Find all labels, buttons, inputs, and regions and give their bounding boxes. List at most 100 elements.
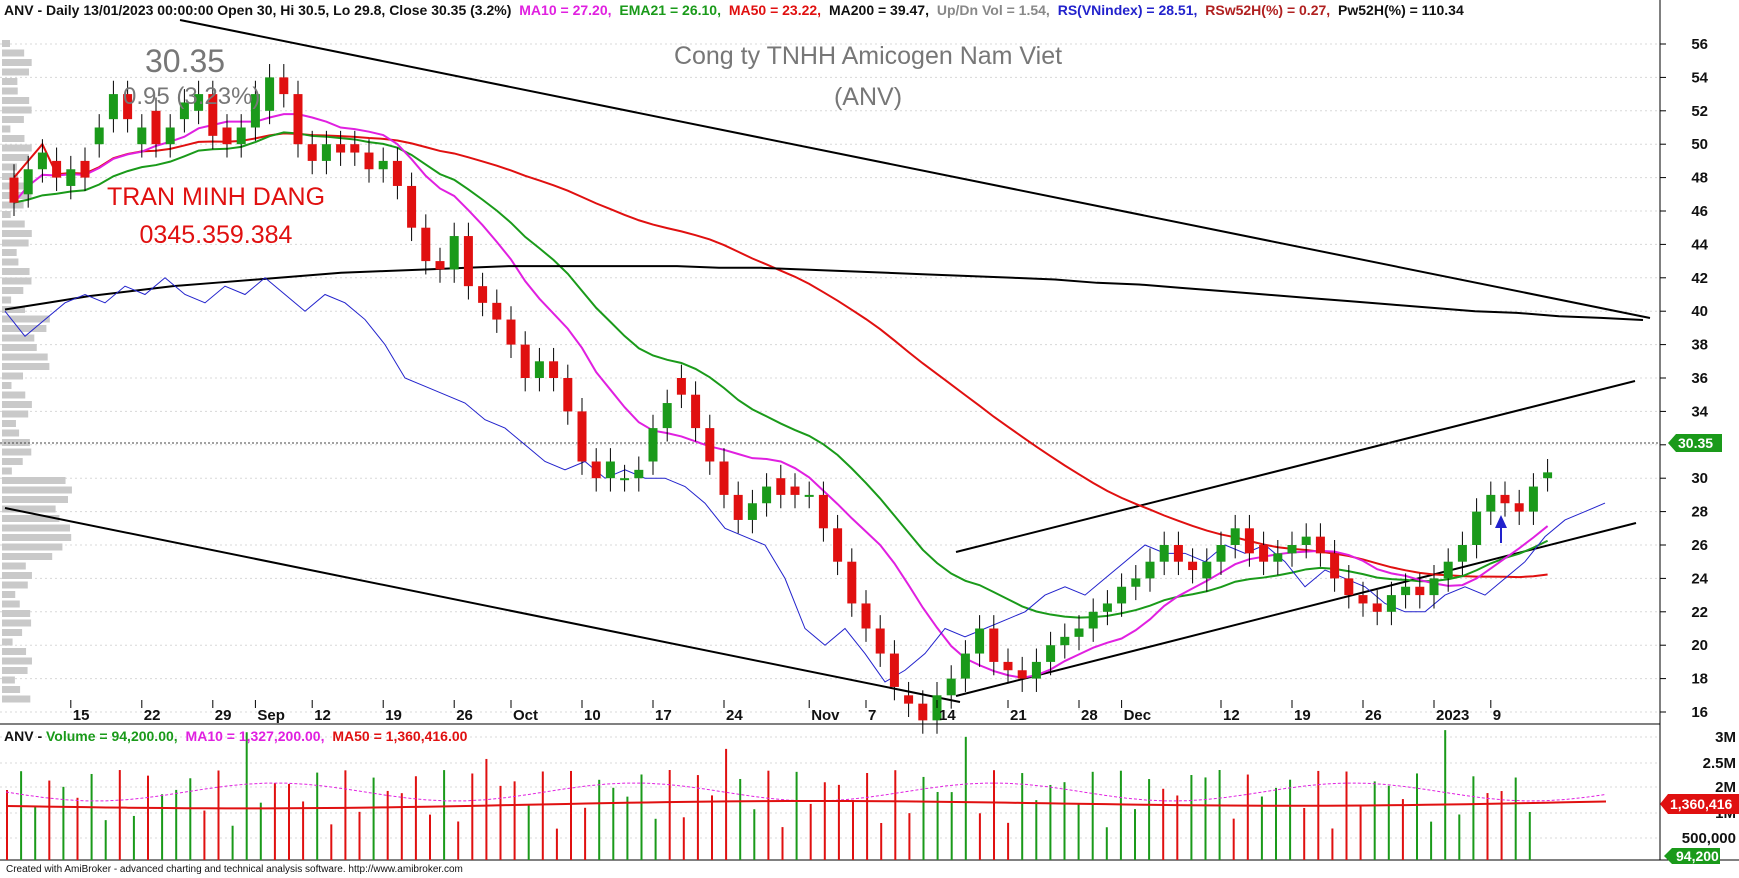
price-tick-label: 24 bbox=[1691, 570, 1708, 587]
candle-down bbox=[676, 378, 686, 395]
candle-up bbox=[449, 236, 459, 270]
candle-up bbox=[634, 469, 644, 479]
ma200-line bbox=[4, 265, 1644, 322]
volume-bar bbox=[809, 803, 812, 860]
candle-down bbox=[918, 703, 928, 721]
header-prefix: ANV - Daily 13/01/2023 00:00:00 Open 30,… bbox=[4, 2, 511, 18]
candle-up bbox=[1230, 528, 1240, 545]
volume-bar bbox=[1528, 811, 1531, 860]
trendline-upper-down bbox=[179, 19, 1651, 319]
volume-bar bbox=[34, 806, 37, 860]
price-axis-labels: 1618202224262830323436384042444648505254… bbox=[1691, 36, 1708, 721]
candle-up bbox=[662, 403, 672, 429]
profile-bar bbox=[2, 410, 29, 418]
volume-bar bbox=[485, 758, 488, 860]
volume-bar bbox=[570, 770, 572, 860]
author-name: TRAN MINH DANG bbox=[107, 183, 325, 211]
candle-up bbox=[960, 653, 970, 679]
date-tick-label: 29 bbox=[215, 707, 232, 724]
profile-bar bbox=[2, 306, 26, 313]
candle-down bbox=[577, 411, 587, 462]
volume-bar bbox=[1063, 782, 1066, 860]
candle-up bbox=[762, 486, 772, 504]
candle-up bbox=[321, 144, 331, 161]
candle-up bbox=[605, 461, 615, 479]
candle-up bbox=[1543, 472, 1553, 479]
volume-bar bbox=[386, 790, 389, 860]
volume-bar bbox=[1134, 809, 1136, 860]
volume-bar bbox=[1500, 791, 1503, 860]
candle-down bbox=[563, 378, 573, 412]
trendline-lower-down bbox=[4, 507, 961, 703]
profile-bar bbox=[2, 116, 24, 123]
profile-bar bbox=[2, 505, 56, 513]
volume-tick-label: 2M bbox=[1715, 779, 1736, 796]
candle-down bbox=[1244, 528, 1254, 554]
volume-bar bbox=[414, 776, 417, 860]
candlestick-series bbox=[9, 64, 1553, 734]
candle-down bbox=[392, 160, 402, 186]
volume-bar bbox=[936, 791, 939, 860]
candle-down bbox=[591, 461, 601, 479]
volume-bar bbox=[640, 774, 643, 860]
candle-down bbox=[279, 77, 289, 95]
rs-vnindex-line bbox=[4, 277, 1606, 683]
volume-bar bbox=[1204, 777, 1207, 860]
candle-down bbox=[1315, 536, 1325, 554]
date-tick-label: 2023 bbox=[1436, 707, 1469, 724]
profile-bar bbox=[2, 249, 17, 256]
price-tick-label: 52 bbox=[1691, 103, 1708, 120]
volume-bar bbox=[725, 748, 728, 860]
profile-bar bbox=[2, 154, 29, 161]
volume-bar bbox=[1458, 814, 1461, 860]
candle-down bbox=[478, 286, 488, 303]
candle-up bbox=[94, 127, 104, 145]
ema21-line bbox=[13, 131, 1549, 619]
volume-bar bbox=[457, 821, 460, 860]
volume-bar bbox=[852, 800, 854, 860]
candle-down bbox=[833, 528, 843, 562]
volume-bar bbox=[302, 801, 305, 860]
candle-up bbox=[1386, 595, 1396, 612]
profile-bar bbox=[2, 135, 25, 142]
profile-bar bbox=[2, 277, 32, 285]
date-tick-label: 24 bbox=[726, 707, 743, 724]
candle-up bbox=[66, 169, 76, 186]
last-price-badge: 30.35 bbox=[1668, 434, 1722, 452]
volume-bar bbox=[598, 779, 601, 860]
last-price-badge-text: 30.35 bbox=[1678, 435, 1713, 451]
date-tick-label: 14 bbox=[939, 707, 956, 724]
candle-up bbox=[1046, 645, 1056, 662]
candle-down bbox=[222, 127, 232, 145]
profile-bar bbox=[2, 581, 28, 589]
profile-bar bbox=[2, 258, 19, 266]
profile-bar bbox=[2, 363, 50, 370]
candle-up bbox=[1401, 586, 1411, 596]
header-ma50: MA50 = 23.22, bbox=[729, 2, 821, 18]
candle-down bbox=[1415, 586, 1425, 596]
profile-bar bbox=[2, 106, 32, 114]
profile-bar bbox=[2, 353, 48, 361]
date-tick-label: Nov bbox=[811, 707, 840, 724]
volume-bar bbox=[1275, 787, 1277, 860]
candle-up bbox=[378, 160, 388, 170]
price-tick-label: 18 bbox=[1691, 671, 1708, 688]
price-tick-label: 36 bbox=[1691, 370, 1708, 387]
candle-up bbox=[1429, 578, 1439, 596]
profile-bar bbox=[2, 325, 47, 332]
date-tick-label: 17 bbox=[655, 707, 672, 724]
watermark-price: 30.35 bbox=[145, 43, 225, 79]
profile-bar bbox=[2, 78, 18, 85]
profile-bar bbox=[2, 315, 50, 323]
volume-bar bbox=[1430, 821, 1433, 860]
candle-down bbox=[1344, 578, 1354, 596]
candle-up bbox=[1216, 545, 1226, 562]
watermark-change: 0.95 (3.23%) bbox=[123, 83, 260, 110]
volume-bar bbox=[259, 802, 262, 860]
volume-bar bbox=[1359, 805, 1362, 860]
volume-bar bbox=[837, 784, 840, 860]
candle-up bbox=[648, 428, 658, 462]
volume-bar bbox=[231, 825, 234, 860]
candle-up bbox=[620, 478, 630, 481]
